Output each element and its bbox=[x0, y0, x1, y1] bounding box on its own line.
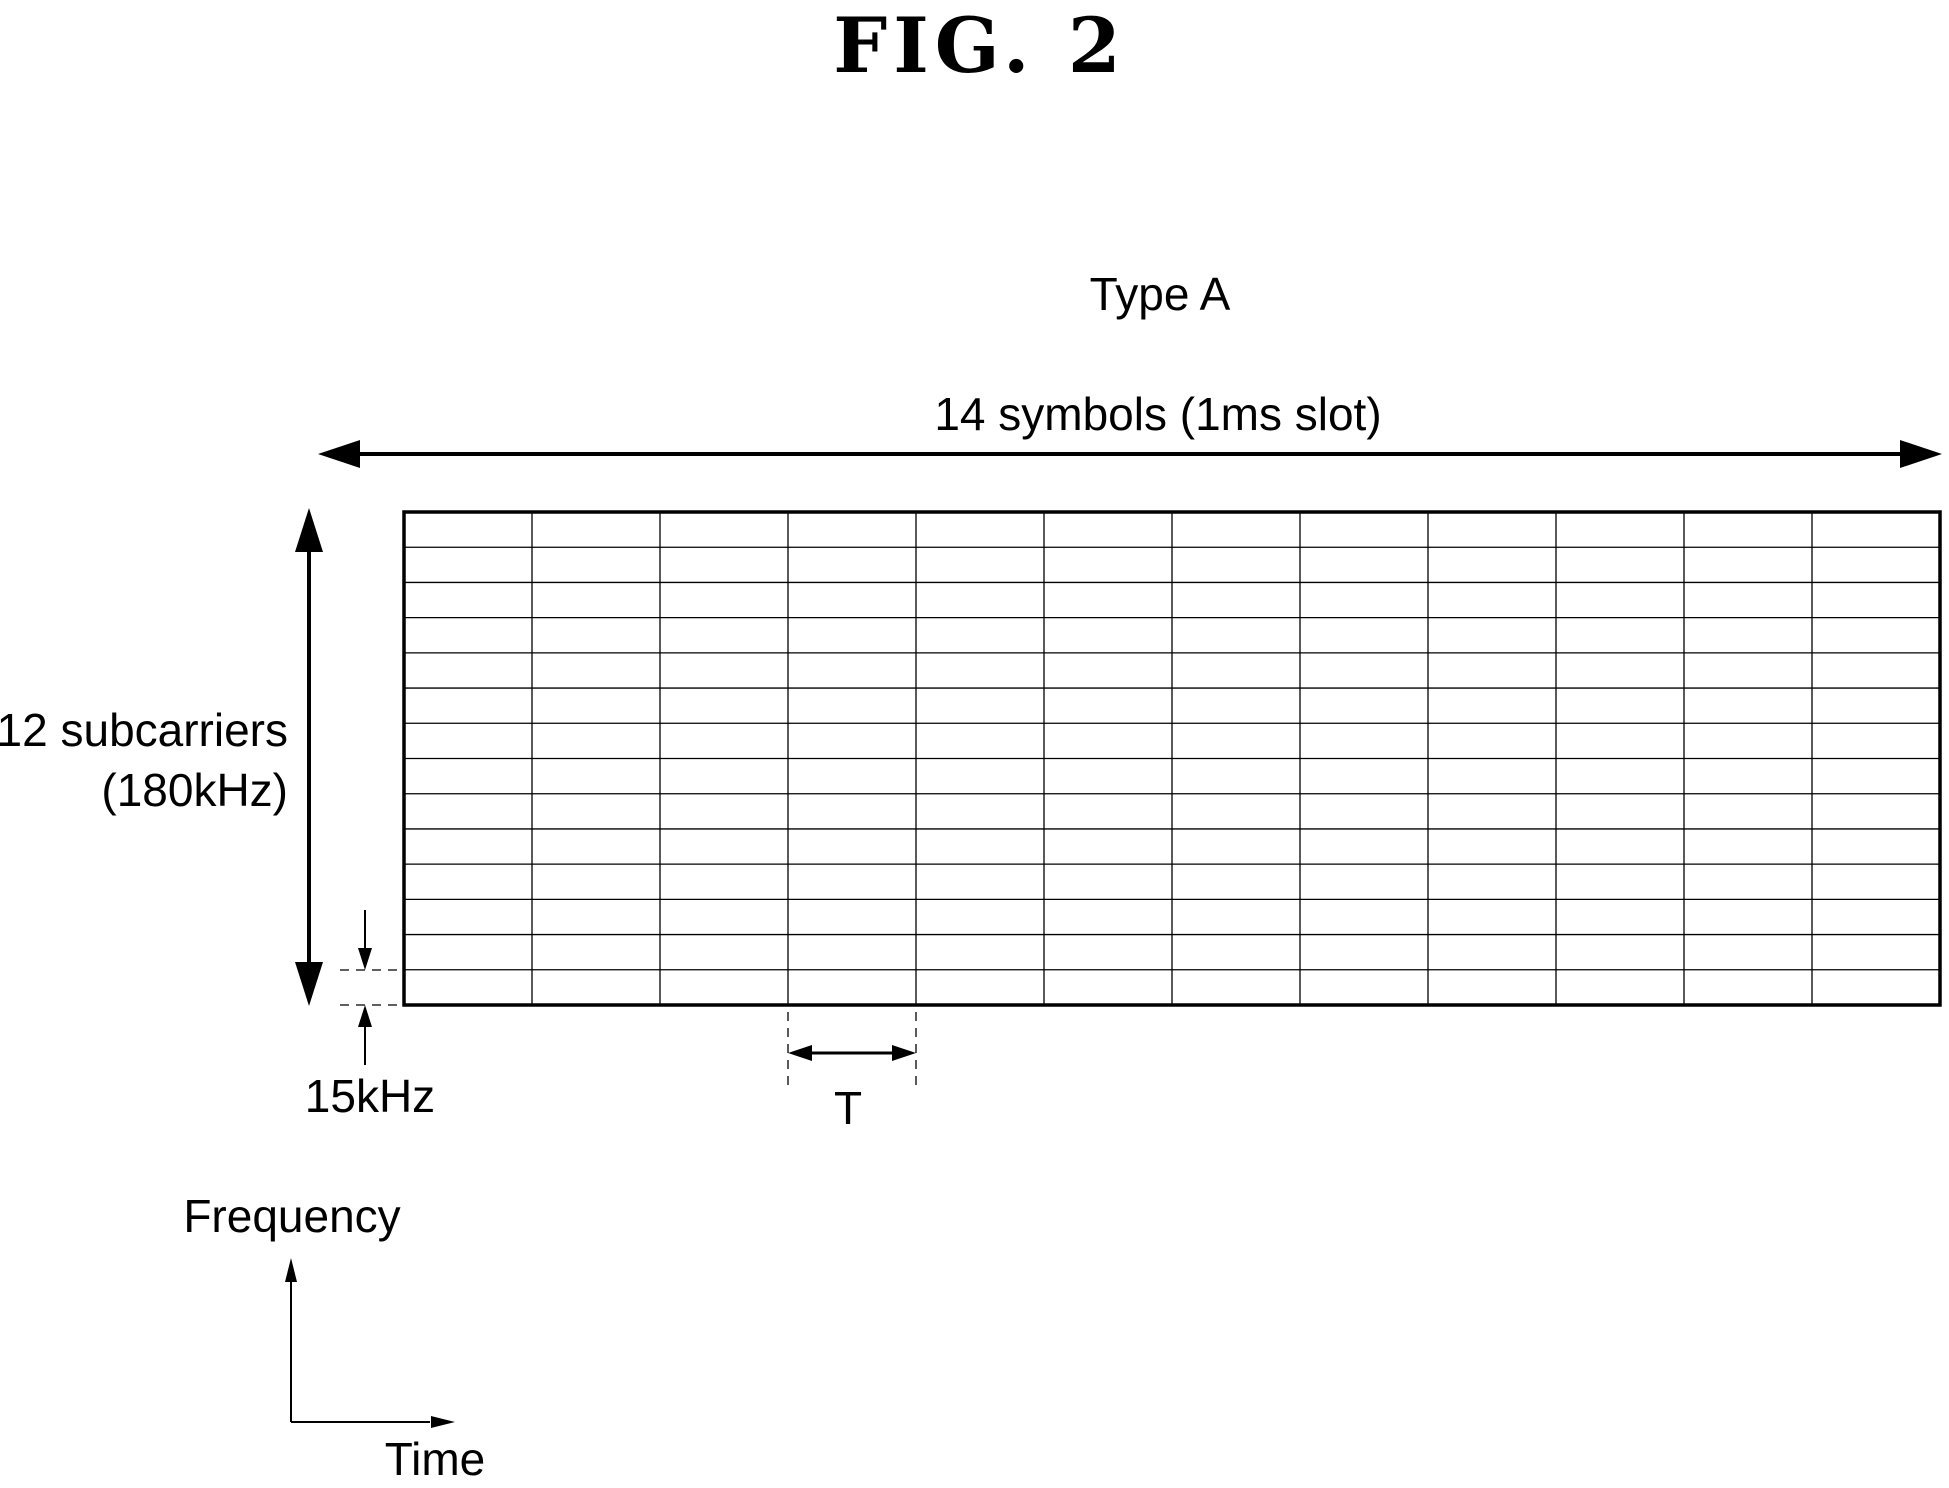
period-marker bbox=[788, 1012, 916, 1092]
type-label: Type A bbox=[1090, 268, 1231, 320]
axes-icon bbox=[285, 1258, 455, 1428]
spacing-label: 15kHz bbox=[305, 1070, 435, 1122]
time-axis-label: Time bbox=[385, 1433, 486, 1485]
subcarriers-span-arrow bbox=[295, 508, 323, 1006]
spacing-marker bbox=[340, 910, 402, 1065]
frequency-axis-label: Frequency bbox=[183, 1190, 400, 1242]
symbols-label: 14 symbols (1ms slot) bbox=[934, 388, 1381, 440]
resource-grid bbox=[404, 512, 1940, 1005]
symbols-span-arrow bbox=[318, 440, 1942, 468]
subcarriers-label-line2: (180kHz) bbox=[101, 764, 288, 816]
figure-title: FIG. 2 bbox=[833, 1, 1127, 90]
period-label: T bbox=[834, 1082, 862, 1134]
subcarriers-label-line1: 12 subcarriers bbox=[0, 704, 288, 756]
